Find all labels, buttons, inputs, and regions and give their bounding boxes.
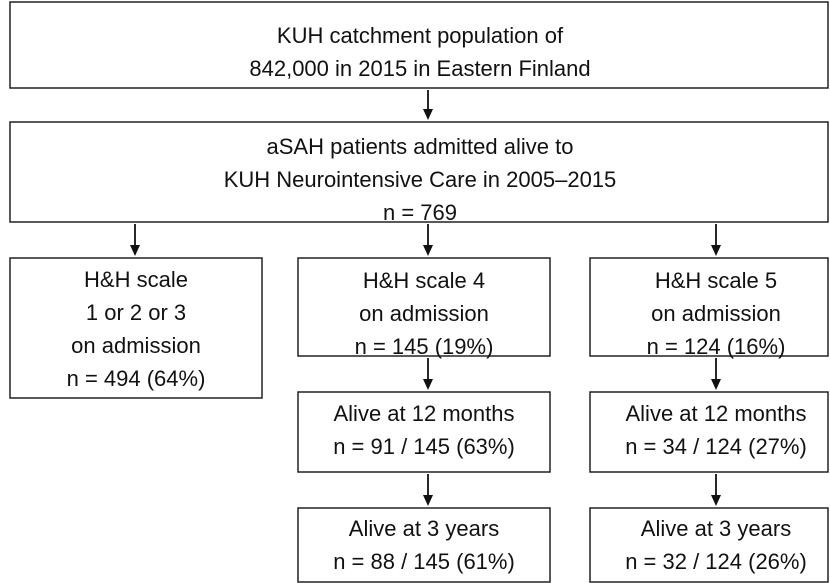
box-text: n = 124 (16%) [647,334,786,359]
box [589,391,829,473]
box [9,121,829,223]
box-text: on admission [359,301,489,326]
box-text: on admission [651,301,781,326]
box-text: H&H scale [84,267,188,292]
arrows [130,90,721,506]
box-text: Alive at 12 months [334,401,515,426]
box-text: n = 494 (64%) [67,366,206,391]
arrow-head [423,109,433,120]
box-text: 842,000 in 2015 in Eastern Finland [249,56,590,81]
arrow-head [423,245,433,256]
box [589,507,829,583]
box-text: H&H scale 4 [363,268,485,293]
box-text: Alive at 3 years [349,516,499,541]
boxes [9,1,829,583]
box-text: n = 34 / 124 (27%) [625,434,807,459]
box-text: KUH Neurointensive Care in 2005–2015 [224,167,617,192]
box-text: aSAH patients admitted alive to [267,134,574,159]
box-text: n = 145 (19%) [355,334,494,359]
arrow-head [423,495,433,506]
box [297,507,551,583]
box [297,391,551,473]
box-text: n = 91 / 145 (63%) [333,434,515,459]
texts: KUH catchment population of 842,000 in 20… [67,23,807,574]
box-text: 1 or 2 or 3 [86,300,186,325]
box-text: H&H scale 5 [655,268,777,293]
box-text: on admission [71,333,201,358]
box-text: n = 769 [383,200,457,225]
box-text: n = 32 / 124 (26%) [625,549,807,574]
box-text: Alive at 3 years [641,516,791,541]
arrow-head [130,245,140,256]
arrow-head [711,495,721,506]
box [297,257,551,357]
box [589,257,829,357]
box-text: n = 88 / 145 (61%) [333,549,515,574]
box [9,257,263,399]
arrow-head [423,379,433,390]
box-text: KUH catchment population of [277,23,564,48]
arrow-head [711,245,721,256]
arrow-head [711,379,721,390]
box [9,1,829,89]
box-text: Alive at 12 months [626,401,807,426]
